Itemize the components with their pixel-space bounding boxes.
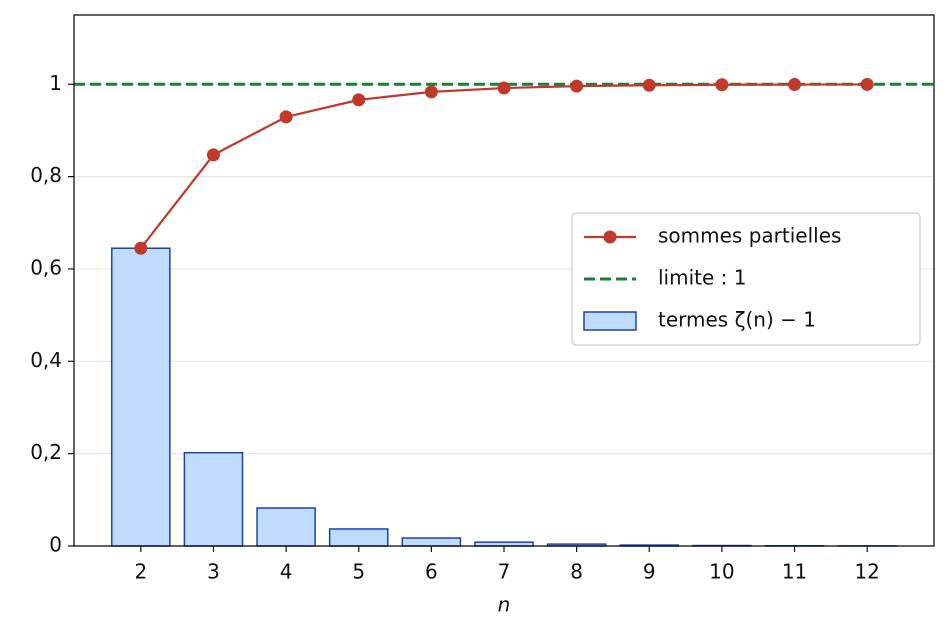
point bbox=[134, 242, 147, 255]
x-tick-label: 12 bbox=[854, 560, 879, 584]
point bbox=[352, 93, 365, 106]
point bbox=[861, 78, 874, 91]
bar bbox=[184, 453, 242, 546]
x-tick-label: 10 bbox=[709, 560, 734, 584]
bar bbox=[257, 508, 315, 546]
x-tick-label: 8 bbox=[570, 560, 583, 584]
legend-swatch bbox=[584, 312, 636, 330]
point bbox=[498, 82, 511, 95]
x-tick-label: 7 bbox=[498, 560, 511, 584]
x-tick-label: 2 bbox=[134, 560, 147, 584]
bar bbox=[112, 248, 170, 546]
legend-swatch bbox=[604, 231, 617, 244]
point bbox=[643, 79, 656, 92]
x-axis-label: n bbox=[498, 593, 511, 617]
x-tick-label: 4 bbox=[280, 560, 293, 584]
y-tick-label: 1 bbox=[49, 71, 62, 95]
bar bbox=[402, 538, 460, 546]
point bbox=[207, 148, 220, 161]
y-tick-label: 0,6 bbox=[30, 255, 62, 279]
point bbox=[570, 80, 583, 93]
y-tick-label: 0,2 bbox=[30, 440, 62, 464]
point bbox=[788, 78, 801, 91]
y-tick-label: 0,4 bbox=[30, 348, 62, 372]
point bbox=[280, 110, 293, 123]
x-tick-label: 5 bbox=[352, 560, 365, 584]
x-tick-label: 9 bbox=[643, 560, 656, 584]
x-tick-label: 3 bbox=[207, 560, 220, 584]
bar bbox=[330, 529, 388, 546]
x-tick-label: 6 bbox=[425, 560, 438, 584]
x-tick-label: 11 bbox=[782, 560, 807, 584]
point bbox=[425, 85, 438, 98]
y-tick-label: 0 bbox=[49, 533, 62, 557]
point bbox=[715, 78, 728, 91]
legend-label: termes ζ(n) − 1 bbox=[658, 308, 816, 332]
legend-label: sommes partielles bbox=[658, 224, 841, 248]
legend-label: limite : 1 bbox=[658, 266, 746, 290]
y-tick-label: 0,8 bbox=[30, 163, 62, 187]
